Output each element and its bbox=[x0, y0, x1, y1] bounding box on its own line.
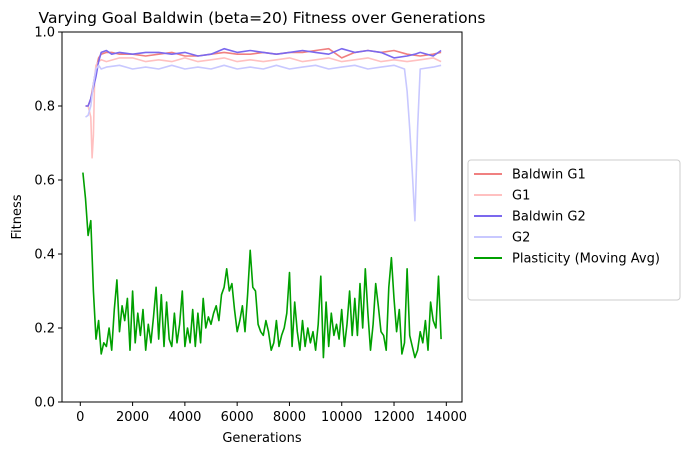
series-line-4 bbox=[82, 172, 442, 359]
x-tick-label: 14000 bbox=[426, 410, 467, 425]
y-axis-title: Fitness bbox=[10, 194, 25, 239]
legend-label: Plasticity (Moving Avg) bbox=[512, 252, 660, 267]
legend-label: G2 bbox=[512, 231, 530, 246]
x-tick-label: 12000 bbox=[373, 410, 414, 425]
series-line-0 bbox=[85, 47, 442, 107]
legend-label: Baldwin G1 bbox=[512, 168, 586, 183]
series-line-1 bbox=[85, 57, 442, 159]
y-tick-label: 0.0 bbox=[34, 396, 55, 411]
x-tick-label: 2000 bbox=[116, 410, 149, 425]
chart-title: Varying Goal Baldwin (beta=20) Fitness o… bbox=[39, 9, 486, 27]
legend-frame bbox=[467, 159, 681, 301]
y-tick-label: 0.2 bbox=[34, 322, 55, 337]
x-tick-label: 8000 bbox=[273, 410, 306, 425]
y-tick-label: 1.0 bbox=[34, 26, 55, 41]
y-tick-label: 0.8 bbox=[34, 100, 55, 115]
y-tick-label: 0.6 bbox=[34, 174, 55, 189]
x-axis: 0 2000 4000 6000 8000 10000 12000 14000 bbox=[76, 402, 467, 425]
plot-frame bbox=[61, 31, 463, 403]
y-axis: 0.0 0.2 0.4 0.6 0.8 1.0 bbox=[34, 26, 62, 411]
x-tick-label: 0 bbox=[76, 410, 84, 425]
plot-area bbox=[82, 47, 442, 359]
x-axis-title: Generations bbox=[222, 431, 302, 446]
legend-label: Baldwin G2 bbox=[512, 210, 586, 225]
legend-label: G1 bbox=[512, 189, 530, 204]
y-tick-label: 0.4 bbox=[34, 248, 55, 263]
x-tick-label: 6000 bbox=[221, 410, 254, 425]
legend: Baldwin G1 G1 Baldwin G2 G2 Plasticity (Movi… bbox=[467, 159, 681, 301]
series-line-2 bbox=[85, 47, 442, 107]
series-line-3 bbox=[85, 64, 442, 222]
x-tick-label: 10000 bbox=[321, 410, 362, 425]
x-tick-label: 4000 bbox=[168, 410, 201, 425]
